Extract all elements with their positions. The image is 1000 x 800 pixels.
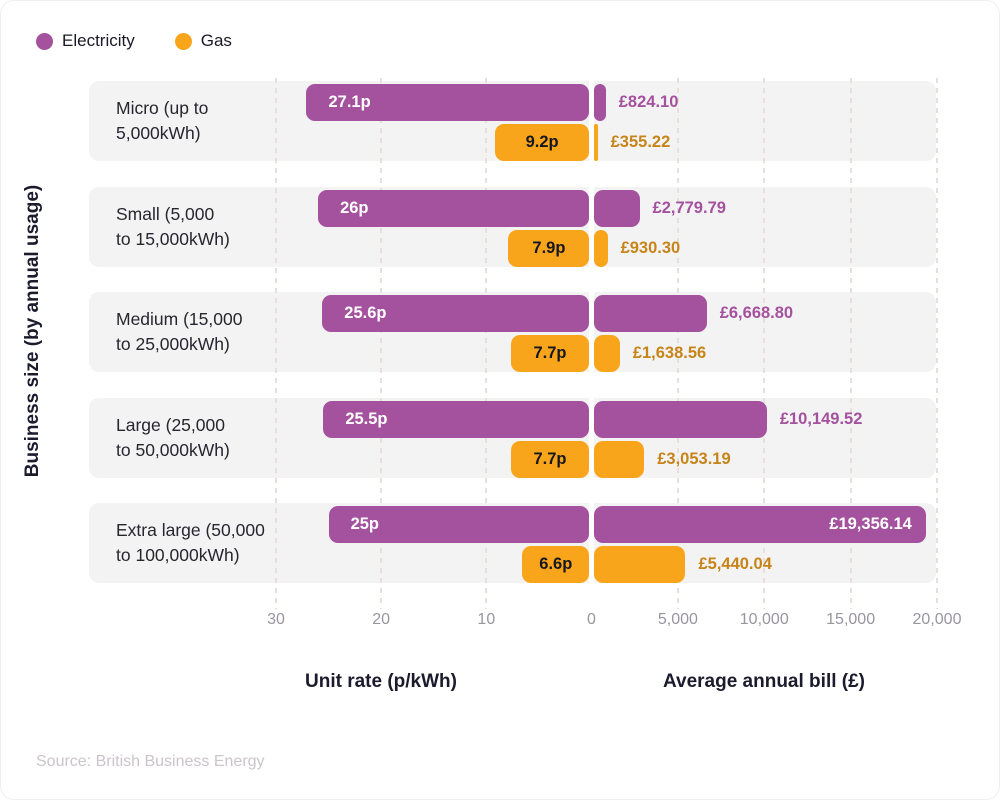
y-axis-title: Business size (by annual usage) [22, 184, 43, 478]
gas-annual-bill-bar [593, 124, 598, 161]
electricity-unit-rate-bar: 25p [328, 506, 590, 543]
gas-unit-rate-value: 7.7p [533, 344, 567, 362]
electricity-annual-bill-bar [593, 189, 640, 227]
gas-annual-bill-value: £5,440.04 [698, 555, 772, 573]
zero-baseline [589, 78, 594, 583]
gas-unit-rate-value: 9.2p [525, 133, 559, 151]
right-axis-tick: 10,000 [739, 611, 789, 628]
gas-annual-bill-bar [593, 546, 686, 583]
gas-annual-bill-bar [593, 335, 620, 372]
electricity-unit-rate-value: 25p [350, 515, 380, 533]
legend-item-gas[interactable]: Gas [174, 31, 232, 51]
gridline [380, 78, 383, 609]
electricity-annual-bill-value: £19,356.14 [829, 515, 912, 533]
electricity-unit-rate-value: 25.6p [344, 304, 387, 322]
gas-unit-rate-bar: 6.6p [522, 546, 590, 583]
electricity-unit-rate-bar: 25.6p [322, 295, 590, 332]
left-axis-tick: 20 [372, 611, 391, 628]
source-credit: Source: British Business Energy [36, 753, 265, 770]
gas-unit-rate-bar: 7.7p [510, 335, 590, 372]
electricity-annual-bill-bar: £19,356.14 [593, 506, 926, 543]
gas-unit-rate-value: 6.6p [539, 555, 573, 573]
gas-annual-bill-value: £355.22 [610, 133, 671, 151]
electricity-annual-bill-value: £824.10 [618, 93, 679, 111]
gas-unit-rate-bar: 7.7p [510, 440, 590, 478]
electricity-annual-bill-value: £2,779.79 [652, 198, 726, 217]
left-axis-tick: 30 [267, 611, 285, 628]
gas-annual-bill-bar [593, 229, 608, 267]
legend-swatch-icon [36, 32, 53, 50]
left-axis-title: Unit rate (p/kWh) [305, 671, 457, 692]
electricity-unit-rate-bar: 27.1p [306, 84, 590, 121]
electricity-annual-bill-value: £10,149.52 [779, 409, 863, 428]
gas-annual-bill-value: £3,053.19 [657, 449, 731, 468]
left-axis-tick: 0 [587, 611, 596, 628]
legend-item-electricity[interactable]: Electricity [36, 31, 135, 51]
gas-annual-bill-value: £1,638.56 [632, 344, 707, 362]
legend-label: Electricity [62, 31, 135, 50]
gas-unit-rate-bar: 7.9p [508, 229, 590, 267]
legend: Electricity Gas [36, 31, 232, 51]
electricity-unit-rate-value: 25.5p [345, 409, 388, 428]
left-axis-tick: 10 [477, 611, 496, 628]
gas-annual-bill-bar [593, 440, 645, 478]
category-label: Large (25,000 to 50,000kWh) [116, 414, 230, 460]
gridline [763, 78, 766, 609]
legend-label: Gas [200, 31, 232, 50]
electricity-unit-rate-value: 27.1p [328, 93, 371, 111]
electricity-unit-rate-bar: 26p [318, 189, 590, 227]
electricity-annual-bill-value: £6,668.80 [719, 304, 794, 322]
category-label: Micro (up to 5,000kWh) [116, 98, 209, 143]
right-axis-tick: 15,000 [826, 611, 876, 628]
category-label: Medium (15,000 to 25,000kWh) [116, 309, 243, 354]
gas-unit-rate-value: 7.7p [533, 449, 567, 468]
gridline [485, 78, 488, 609]
gridline [274, 78, 277, 609]
gridline [936, 78, 938, 609]
gas-unit-rate-bar: 9.2p [494, 124, 590, 161]
right-axis-tick: 20,000 [912, 611, 962, 628]
gas-unit-rate-value: 7.9p [532, 238, 566, 257]
electricity-annual-bill-bar [593, 84, 606, 121]
category-label: Extra large (50,000 to 100,000kWh) [116, 520, 265, 565]
category-label: Small (5,000 to 15,000kWh) [116, 203, 230, 249]
electricity-unit-rate-value: 26p [340, 198, 369, 217]
electricity-annual-bill-bar [593, 400, 767, 438]
right-axis-title: Average annual bill (£) [662, 671, 865, 692]
gridline [849, 78, 852, 609]
legend-swatch-icon [174, 32, 192, 50]
gas-annual-bill-value: £930.30 [620, 238, 681, 257]
right-axis-tick: 5,000 [657, 611, 698, 628]
gridline [676, 78, 679, 609]
electricity-annual-bill-bar [593, 295, 707, 332]
electricity-unit-rate-bar: 25.5p [323, 400, 590, 438]
